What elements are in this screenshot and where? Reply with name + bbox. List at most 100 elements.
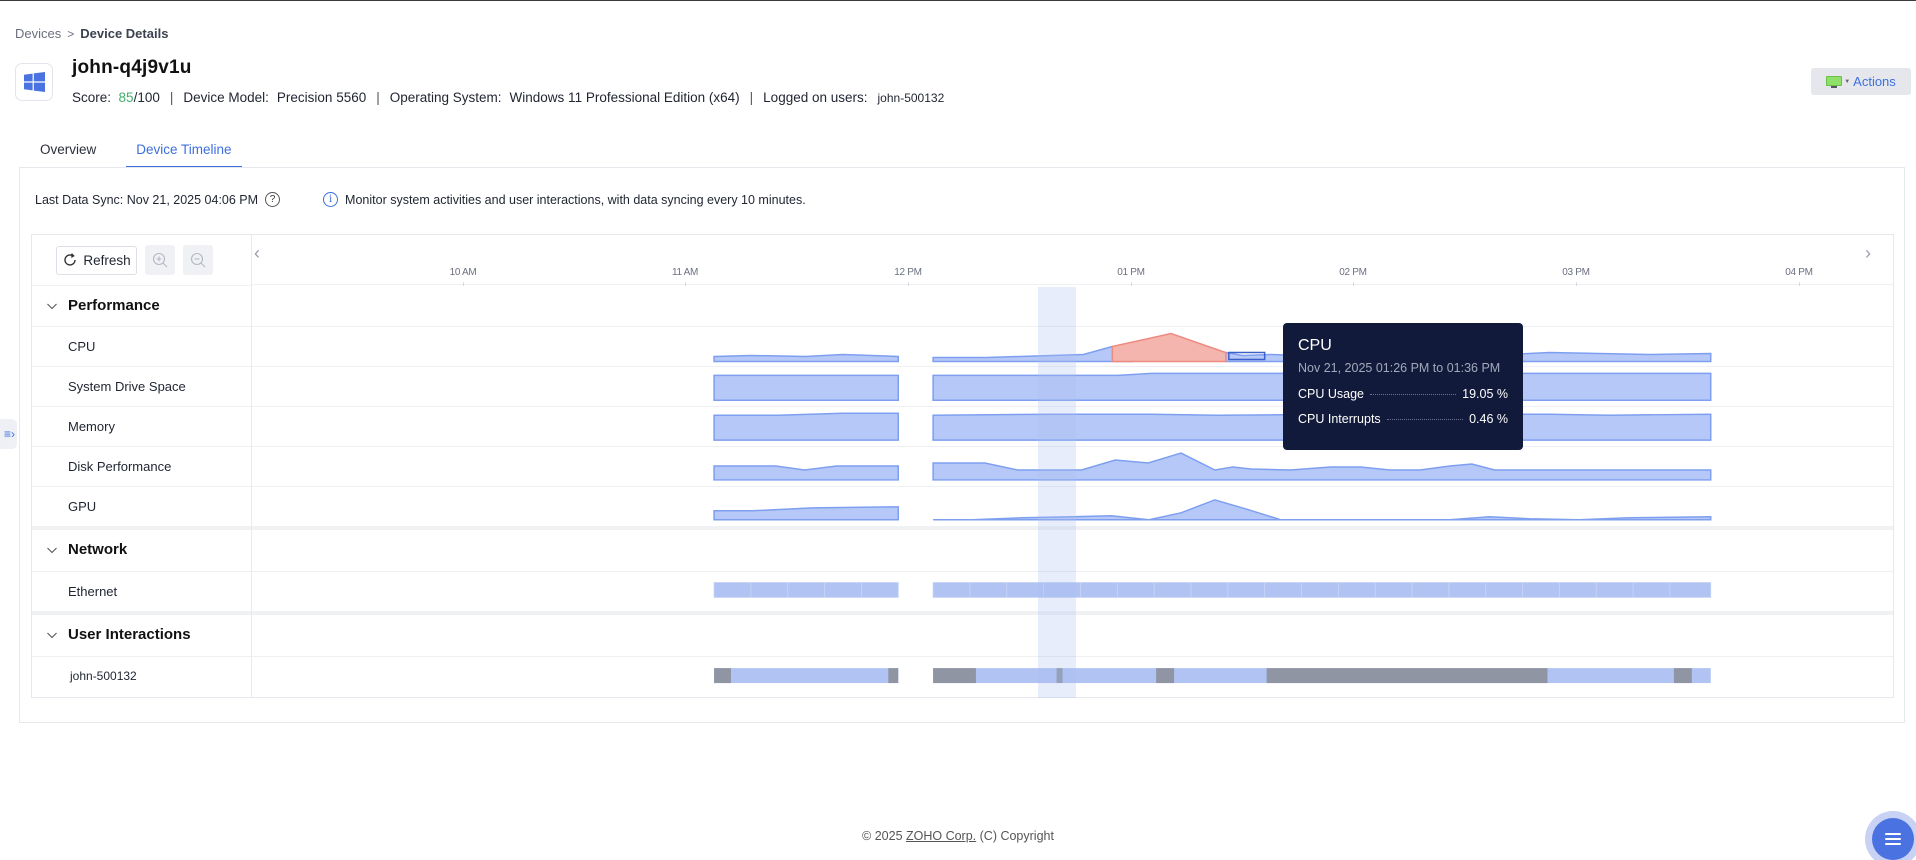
- tooltip-range: Nov 21, 2025 01:26 PM to 01:36 PM: [1298, 361, 1501, 375]
- timeline-prev-button[interactable]: ‹: [254, 243, 260, 263]
- breadcrumb-devices-link[interactable]: Devices: [15, 26, 62, 41]
- ethernet-series: [713, 582, 1712, 598]
- idle-segment: [1673, 668, 1692, 684]
- sync-info-row: Last Data Sync: Nov 21, 2025 04:06 PM ? …: [35, 192, 806, 207]
- score-max: /100: [133, 90, 160, 105]
- breadcrumb-current: Device Details: [80, 26, 169, 41]
- zoom-in-icon: [152, 252, 168, 268]
- users-label: Logged on users:: [763, 90, 868, 105]
- tick-label: 03 PM: [1562, 267, 1590, 278]
- zoom-out-button[interactable]: [183, 245, 213, 275]
- footer-copyright: © 2025: [862, 829, 906, 843]
- info-icon: i: [323, 192, 339, 207]
- chevron-down-icon: [47, 303, 57, 310]
- timeline-labels-column: Refresh Performance CPU System Drive Spa…: [32, 235, 252, 697]
- grid-line: [252, 656, 1893, 657]
- row-system-drive-space: System Drive Space: [32, 366, 251, 406]
- group-title: User Interactions: [68, 626, 191, 643]
- grid-line: [252, 326, 1893, 327]
- zoom-out-icon: [190, 252, 206, 268]
- time-axis: ‹ › 10 AM 11 AM 12 PM 01 PM 02 PM 03 PM …: [252, 235, 1893, 286]
- device-timeline-panel: Last Data Sync: Nov 21, 2025 04:06 PM ? …: [19, 167, 1905, 723]
- actions-label: Actions: [1853, 74, 1896, 89]
- cpu-tooltip: CPU Nov 21, 2025 01:26 PM to 01:36 PM CP…: [1283, 323, 1523, 450]
- refresh-icon: [64, 253, 77, 266]
- tick-label: 01 PM: [1117, 267, 1145, 278]
- last-sync-text: Last Data Sync: Nov 21, 2025 04:06 PM: [35, 192, 259, 207]
- gpu-series: [713, 499, 1712, 521]
- meta-separator: |: [169, 90, 174, 105]
- cpu-selected-point: [1228, 351, 1266, 361]
- cpu-alert-spike: [1111, 332, 1227, 363]
- row-label: Memory: [68, 419, 115, 434]
- grid-line: [252, 446, 1893, 447]
- idle-segment: [1266, 668, 1548, 684]
- score-value: 85: [118, 90, 134, 105]
- row-label: CPU: [68, 339, 96, 354]
- actions-button[interactable]: ▼ Actions: [1811, 68, 1911, 95]
- meta-separator: |: [376, 90, 380, 105]
- refresh-label: Refresh: [83, 252, 131, 268]
- os-value: Windows 11 Professional Edition (x64): [509, 90, 740, 105]
- tab-bar: Overview Device Timeline: [20, 138, 242, 168]
- hamburger-menu-icon: [1872, 818, 1914, 860]
- monitor-icon: [1826, 75, 1843, 88]
- disk-performance-series: [713, 452, 1712, 481]
- row-ethernet: Ethernet: [32, 571, 251, 611]
- tick-label: 04 PM: [1785, 267, 1813, 278]
- footer-company-link[interactable]: ZOHO Corp.: [906, 829, 977, 843]
- meta-separator: |: [749, 90, 754, 105]
- group-divider: [32, 526, 251, 530]
- floating-menu-button[interactable]: [1865, 811, 1916, 860]
- timeline-chart-area: ‹ › 10 AM 11 AM 12 PM 01 PM 02 PM 03 PM …: [252, 235, 1893, 698]
- zoom-in-button[interactable]: [145, 245, 175, 275]
- footer-suffix: (C) Copyright: [976, 829, 1054, 843]
- timeline-toolbar: Refresh: [32, 235, 252, 285]
- device-name: john-q4j9v1u: [72, 57, 192, 78]
- tooltip-metric: CPU Usage 19.05 %: [1298, 387, 1508, 401]
- breadcrumb: Devices > Device Details: [15, 26, 168, 41]
- model-label: Device Model:: [183, 90, 269, 105]
- metric-value: 19.05 %: [1462, 387, 1508, 401]
- metric-label: CPU Usage: [1298, 387, 1364, 401]
- help-icon[interactable]: ?: [265, 192, 281, 207]
- device-meta: Score: 85 /100 | Device Model: Precision…: [72, 90, 944, 105]
- memory-series: [713, 412, 1712, 441]
- tick-label: 10 AM: [449, 267, 477, 278]
- tab-overview[interactable]: Overview: [40, 142, 97, 157]
- idle-segment: [714, 668, 731, 684]
- chevron-down-icon: [47, 632, 57, 639]
- grid-line: [252, 571, 1893, 572]
- group-title: Performance: [68, 297, 160, 314]
- group-user-interactions[interactable]: User Interactions: [32, 615, 251, 656]
- idle-segment: [933, 668, 976, 684]
- row-cpu: CPU: [32, 326, 251, 366]
- row-label: Disk Performance: [68, 459, 172, 474]
- breadcrumb-separator-icon: >: [67, 26, 75, 41]
- grid-line: [252, 366, 1893, 367]
- group-divider: [252, 526, 1893, 530]
- tick-label: 02 PM: [1339, 267, 1367, 278]
- tab-device-timeline[interactable]: Device Timeline: [126, 138, 242, 168]
- group-performance[interactable]: Performance: [32, 285, 251, 326]
- timeline-next-button[interactable]: ›: [1865, 243, 1871, 263]
- top-border: [0, 0, 1916, 1]
- grid-line: [252, 486, 1893, 487]
- model-value: Precision 5560: [276, 90, 367, 105]
- tick-label: 12 PM: [894, 267, 922, 278]
- os-label: Operating System:: [389, 90, 502, 105]
- group-network[interactable]: Network: [32, 530, 251, 571]
- row-label: GPU: [68, 499, 97, 514]
- hover-time-band: [1038, 287, 1076, 698]
- row-user-john: john-500132: [32, 656, 251, 698]
- metric-label: CPU Interrupts: [1298, 412, 1381, 426]
- users-value: john-500132: [877, 90, 945, 105]
- footer: © 2025 ZOHO Corp. (C) Copyright: [0, 829, 1916, 843]
- tick-label: 11 AM: [671, 267, 699, 278]
- sync-info-text: Monitor system activities and user inter…: [345, 192, 806, 207]
- refresh-button[interactable]: Refresh: [56, 245, 137, 275]
- sidebar-expand-toggle[interactable]: ≡›: [0, 419, 17, 449]
- group-divider: [32, 611, 251, 615]
- idle-segment: [1056, 668, 1063, 684]
- group-divider: [252, 611, 1893, 615]
